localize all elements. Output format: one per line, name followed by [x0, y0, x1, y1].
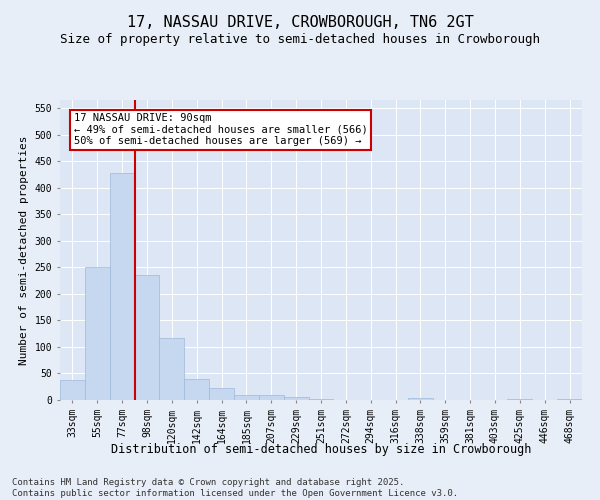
- Text: Distribution of semi-detached houses by size in Crowborough: Distribution of semi-detached houses by …: [111, 442, 531, 456]
- Bar: [408, 398, 433, 400]
- Text: 17, NASSAU DRIVE, CROWBOROUGH, TN6 2GT: 17, NASSAU DRIVE, CROWBOROUGH, TN6 2GT: [127, 15, 473, 30]
- Bar: [259, 394, 284, 400]
- Text: 17 NASSAU DRIVE: 90sqm
← 49% of semi-detached houses are smaller (566)
50% of se: 17 NASSAU DRIVE: 90sqm ← 49% of semi-det…: [74, 114, 367, 146]
- Bar: [209, 388, 234, 400]
- Bar: [60, 380, 85, 400]
- Bar: [134, 274, 160, 400]
- Text: Size of property relative to semi-detached houses in Crowborough: Size of property relative to semi-detach…: [60, 32, 540, 46]
- Bar: [234, 394, 259, 400]
- Bar: [110, 172, 134, 400]
- Bar: [284, 398, 308, 400]
- Bar: [160, 338, 184, 400]
- Bar: [184, 380, 209, 400]
- Y-axis label: Number of semi-detached properties: Number of semi-detached properties: [19, 135, 29, 365]
- Bar: [85, 266, 110, 400]
- Text: Contains HM Land Registry data © Crown copyright and database right 2025.
Contai: Contains HM Land Registry data © Crown c…: [12, 478, 458, 498]
